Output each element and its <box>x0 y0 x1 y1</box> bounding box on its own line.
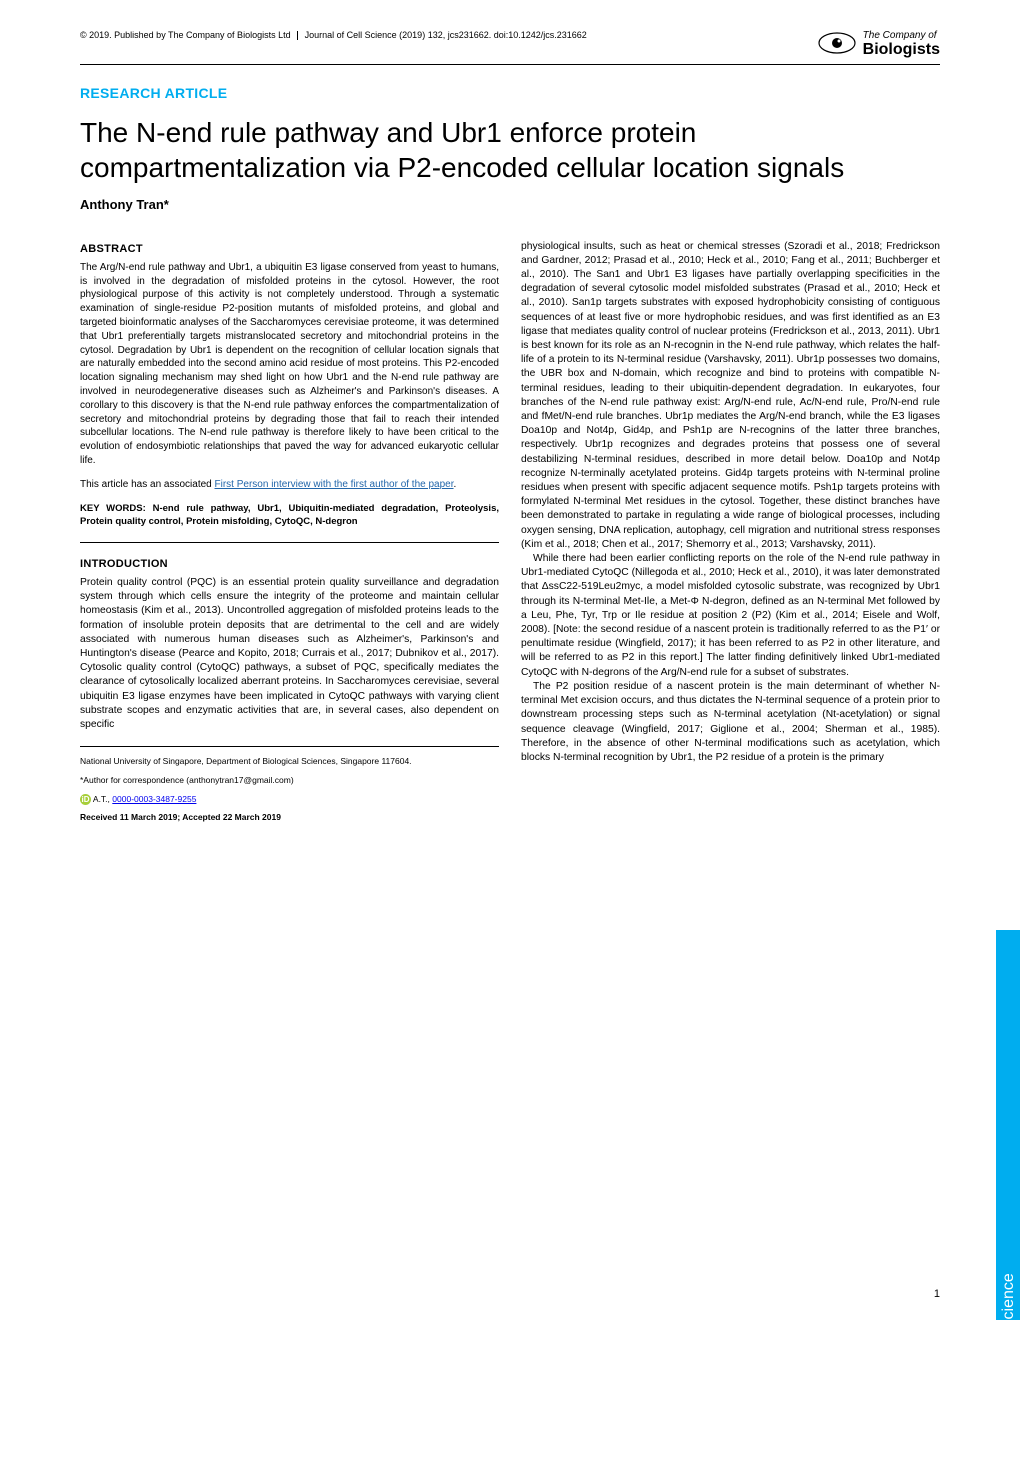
first-person-note: This article has an associated First Per… <box>80 478 499 492</box>
article-type-label: RESEARCH ARTICLE <box>80 85 940 101</box>
orcid-initials: A.T., <box>93 794 110 804</box>
first-person-link[interactable]: First Person interview with the first au… <box>215 479 454 490</box>
publisher-eye-icon <box>818 32 856 57</box>
page-number: 1 <box>934 1288 940 1300</box>
header-meta-text: © 2019. Published by The Company of Biol… <box>80 30 587 40</box>
page-container: © 2019. Published by The Company of Biol… <box>0 0 1020 854</box>
intro-col2-p1: physiological insults, such as heat or c… <box>521 240 940 552</box>
affiliation-block: National University of Singapore, Depart… <box>80 746 499 824</box>
publisher-logo-bottom: Biologists <box>863 41 940 59</box>
intro-paragraph-1: Protein quality control (PQC) is an esse… <box>80 576 499 732</box>
received-accepted-dates: Received 11 March 2019; Accepted 22 Marc… <box>80 811 499 824</box>
affiliation-text: National University of Singapore, Depart… <box>80 755 499 768</box>
copyright-text: © 2019. Published by The Company of Biol… <box>80 30 291 40</box>
first-person-pre: This article has an associated <box>80 479 215 490</box>
side-tab-label: Journal of Cell Science <box>1000 1240 1018 1470</box>
introduction-heading: INTRODUCTION <box>80 557 499 572</box>
first-person-post: . <box>454 479 457 490</box>
introduction-body: Protein quality control (PQC) is an esse… <box>80 576 499 732</box>
publisher-logo-top: The Company of <box>863 30 940 41</box>
publisher-logo: The Company of Biologists <box>818 30 940 59</box>
introduction-body-col2: physiological insults, such as heat or c… <box>521 240 940 766</box>
keywords-block: KEY WORDS: N-end rule pathway, Ubr1, Ubi… <box>80 502 499 543</box>
intro-col2-p2: While there had been earlier conflicting… <box>521 552 940 680</box>
two-column-body: ABSTRACT The Arg/N-end rule pathway and … <box>80 240 940 825</box>
author-list: Anthony Tran* <box>80 197 940 212</box>
abstract-heading: ABSTRACT <box>80 242 499 257</box>
side-tab-background: Journal of Cell Science <box>996 930 1020 1320</box>
journal-reference: Journal of Cell Science (2019) 132, jcs2… <box>305 30 587 40</box>
separator-icon <box>297 31 298 40</box>
abstract-body: The Arg/N-end rule pathway and Ubr1, a u… <box>80 261 499 468</box>
header-meta-row: © 2019. Published by The Company of Biol… <box>80 30 940 59</box>
orcid-icon: iD <box>80 794 91 805</box>
orcid-link[interactable]: 0000-0003-3487-9255 <box>112 794 196 804</box>
header-bar: © 2019. Published by The Company of Biol… <box>80 30 940 65</box>
publisher-logo-text: The Company of Biologists <box>863 30 940 59</box>
orcid-row: iD A.T., 0000-0003-3487-9255 <box>80 793 499 806</box>
intro-col2-p3: The P2 position residue of a nascent pro… <box>521 680 940 765</box>
correspondence-text: *Author for correspondence (anthonytran1… <box>80 774 499 787</box>
article-title: The N-end rule pathway and Ubr1 enforce … <box>80 115 940 185</box>
